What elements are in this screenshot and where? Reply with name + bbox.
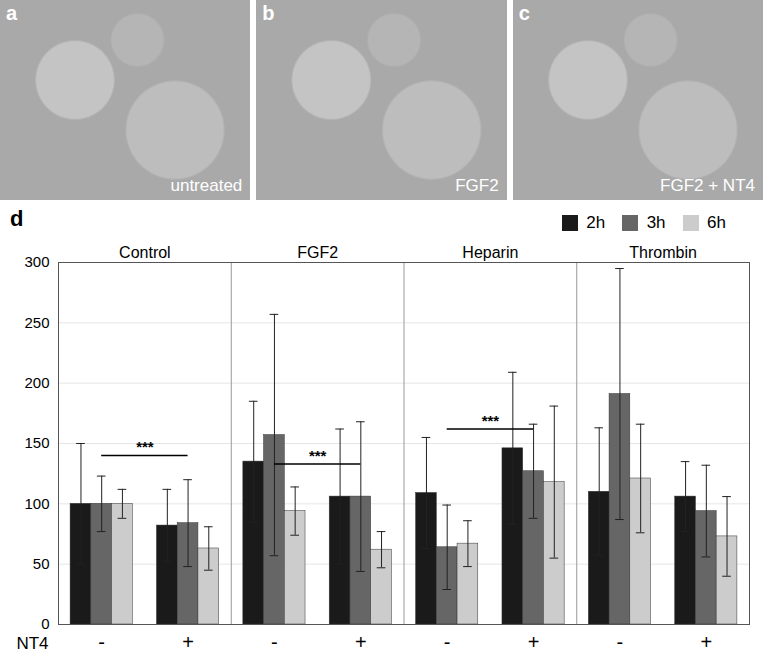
svg-text:300: 300 (24, 253, 49, 270)
svg-text:150: 150 (24, 434, 49, 451)
svg-text:-: - (617, 631, 624, 653)
html-text:a: a (6, 2, 18, 24)
svg-text:***: *** (482, 412, 500, 429)
svg-text:***: *** (309, 447, 327, 464)
svg-text:FGF2: FGF2 (297, 244, 338, 261)
svg-text:200: 200 (24, 374, 49, 391)
svg-text:NT4: NT4 (16, 634, 48, 653)
svg-text:Thrombin: Thrombin (629, 244, 697, 261)
html-text:3h: 3h (646, 212, 666, 232)
svg-text:+: + (700, 631, 712, 653)
svg-text:50: 50 (33, 555, 50, 572)
html-text:6h: 6h (707, 212, 726, 232)
svg-text:0: 0 (41, 615, 49, 632)
html-text:2h: 2h (586, 212, 606, 232)
svg-text:-: - (444, 631, 451, 653)
html-text:b: b (262, 2, 275, 24)
svg-text:+: + (528, 631, 540, 653)
html-text:FGF2 + NT4: FGF2 + NT4 (660, 176, 755, 195)
svg-text:100: 100 (24, 495, 49, 512)
svg-text:-: - (98, 631, 105, 653)
svg-text:-: - (271, 631, 278, 653)
svg-text:Heparin: Heparin (462, 244, 518, 261)
svg-text:Control: Control (119, 244, 171, 261)
svg-text:***: *** (136, 438, 154, 455)
html-text:d: d (10, 206, 24, 231)
svg-text:+: + (182, 631, 194, 653)
html-text:untreated: untreated (170, 176, 243, 195)
svg-text:250: 250 (24, 314, 49, 331)
svg-text:+: + (355, 631, 367, 653)
html-text:FGF2: FGF2 (455, 176, 499, 195)
html-text:c: c (518, 2, 530, 24)
